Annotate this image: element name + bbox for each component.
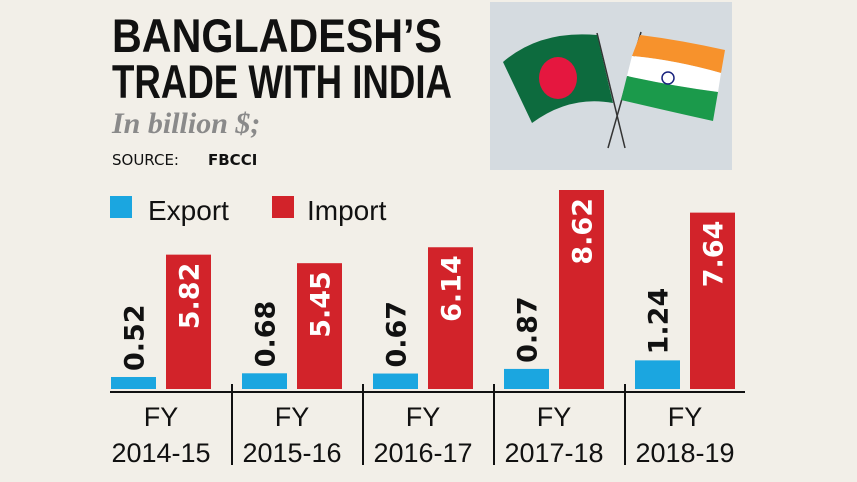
bar-import-2016-17 xyxy=(428,247,473,389)
legend-import-swatch xyxy=(272,196,294,218)
category-label-year: 2014-15 xyxy=(111,438,210,468)
india-flag xyxy=(632,35,725,73)
value-label-import: 8.62 xyxy=(568,198,599,265)
bar-export-2014-15 xyxy=(111,376,156,389)
legend-export-label: Export xyxy=(148,195,229,226)
subtitle: In billion $; xyxy=(111,107,260,140)
legend: Export Import xyxy=(110,195,387,226)
bar-export-2017-18 xyxy=(504,368,549,389)
bar-import-2017-18 xyxy=(559,190,604,389)
title-line-2: TRADE WITH INDIA xyxy=(112,55,452,108)
category-label-year: 2015-16 xyxy=(242,438,341,468)
bar-import-2015-16 xyxy=(297,263,342,389)
legend-import-label: Import xyxy=(307,195,387,226)
category-label-fy: FY xyxy=(144,402,179,432)
value-label-import: 5.45 xyxy=(306,271,337,338)
value-label-import: 5.82 xyxy=(175,263,206,330)
source-label: SOURCE: xyxy=(112,151,179,169)
value-label-export: 1.24 xyxy=(644,288,675,355)
category-label-fy: FY xyxy=(275,402,310,432)
value-label-import: 7.64 xyxy=(699,221,730,288)
value-label-export: 0.68 xyxy=(251,301,282,368)
bar-import-2018-19 xyxy=(690,212,735,389)
category-label-year: 2016-17 xyxy=(373,438,472,468)
bar-export-2015-16 xyxy=(242,373,287,389)
category-label-year: 2017-18 xyxy=(504,438,603,468)
bar-import-2014-15 xyxy=(166,254,211,389)
category-label-fy: FY xyxy=(668,402,703,432)
bar-export-2016-17 xyxy=(373,373,418,389)
value-label-export: 0.67 xyxy=(382,301,413,368)
category-label-fy: FY xyxy=(406,402,441,432)
legend-export-swatch xyxy=(110,196,132,218)
source-name: FBCCI xyxy=(208,151,257,169)
title-line-1: BANGLADESH’S xyxy=(112,9,442,62)
value-label-export: 0.87 xyxy=(513,296,544,363)
bar-export-2018-19 xyxy=(635,360,680,389)
value-label-import: 6.14 xyxy=(437,255,468,322)
flags-image xyxy=(490,2,732,170)
category-label-year: 2018-19 xyxy=(635,438,734,468)
category-label-fy: FY xyxy=(537,402,572,432)
bars: 0.52 5.82 0.68 5.45 0.67 6.14 0.87 8.62 1.24 7.64 xyxy=(111,190,735,389)
category-labels: FY 2014-15 FY 2015-16 FY 2016-17 FY 2017-18 FY 20… xyxy=(111,384,735,468)
value-label-export: 0.52 xyxy=(120,304,151,371)
